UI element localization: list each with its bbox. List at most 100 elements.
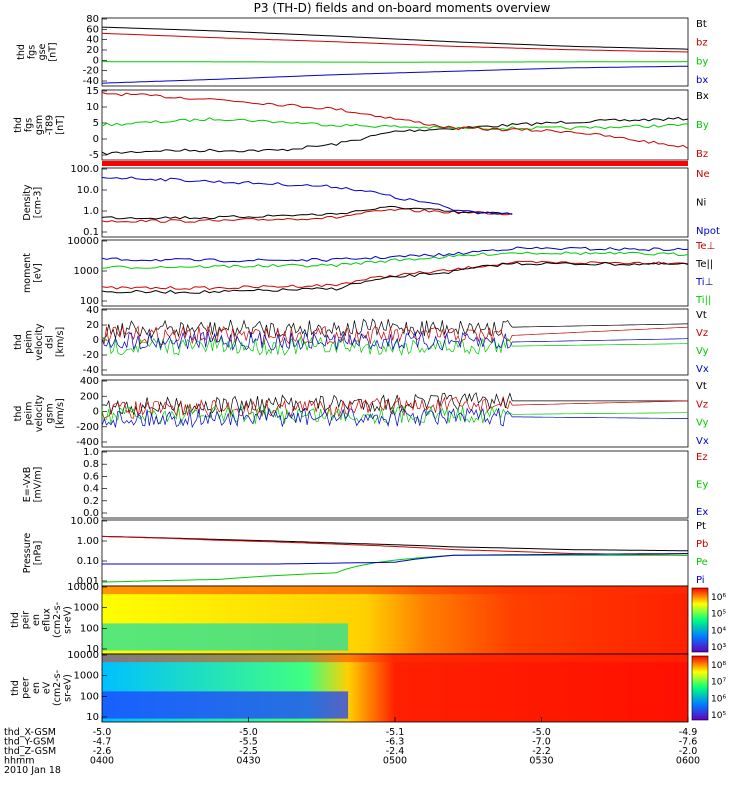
y-tick-label: 10 — [86, 102, 99, 113]
legend-bx: bx — [696, 75, 708, 86]
y-tick-label: 0 — [93, 335, 99, 346]
panel-frame — [101, 308, 689, 376]
legend-Ti⊥: Ti⊥ — [695, 277, 713, 288]
series-line-Vt — [101, 392, 688, 416]
ephemeris-value: -2.2 — [532, 746, 551, 757]
legend-Ez: Ez — [696, 452, 708, 463]
series-line-Vz — [101, 325, 689, 345]
legend-by: by — [696, 56, 708, 67]
y-axis-label: sr-eV) — [63, 606, 74, 634]
y-tick-label: 20 — [86, 45, 99, 56]
ephemeris-row-label: hhmm — [4, 756, 35, 767]
panel-peer: 10⁸ 10⁷ 10⁶ 10⁵ 10000 1000 100 10 thd peer en eV (cm… — [10, 650, 726, 723]
y-tick-label: 60 — [86, 24, 99, 35]
y-tick-label: 100 — [80, 691, 99, 702]
legend-Vz: Vz — [696, 399, 708, 410]
series-line-Vt — [101, 318, 688, 340]
y-axis-label: [nT] — [48, 42, 59, 61]
colorbar-tick-label: 10⁵ — [711, 711, 726, 721]
y-axis-label: thd — [13, 117, 24, 133]
panel-pressure: 10.00 1.00 0.10 0.01 Pressure [nPa] Pt Pb Pe Pi — [22, 516, 708, 587]
y-axis-label: Pressure — [22, 533, 33, 574]
y-tick-label: -40 — [83, 365, 99, 376]
ephemeris-value: 0600 — [676, 756, 700, 767]
ephemeris-value: -2.6 — [93, 746, 112, 757]
y-axis-label: velocity — [34, 323, 45, 361]
series-line-Vy — [101, 405, 688, 426]
y-tick-label: 10000 — [67, 650, 99, 661]
y-axis-label: [nT] — [55, 115, 66, 134]
y-axis-label: peim — [24, 402, 35, 426]
panel-peir: 10⁶ 10⁵ 10⁴ 10³ 10000 1000 100 10 thd peir en eflux… — [10, 582, 726, 655]
y-axis-label: [cm-3] — [33, 187, 44, 218]
y-tick-label: 5 — [93, 118, 99, 129]
ephemeris-value: 0500 — [383, 756, 407, 767]
ephemeris-value: -2.4 — [386, 746, 405, 757]
y-axis-label: gse — [37, 43, 48, 60]
ephemeris-group: thd_X-GSM -5.0 -5.0 -5.1 -5.0 -4.9 thd_Y-GSM -4… — [4, 717, 700, 776]
series-line-bz — [101, 32, 689, 53]
status-bar — [102, 161, 688, 166]
legend-By: By — [696, 120, 709, 131]
y-axis-label: thd — [16, 44, 27, 60]
series-line-Bt — [101, 26, 689, 50]
panel-frame — [101, 167, 689, 238]
y-axis-label: eflux — [42, 608, 53, 632]
y-axis-label: -T89 — [45, 115, 56, 135]
y-axis-label: sr-eV) — [63, 674, 74, 702]
series-line-Pi — [102, 553, 688, 565]
ephemeris-row-label: thd_Z-GSM — [4, 746, 56, 757]
y-tick-label: 0.0 — [83, 508, 99, 519]
legend-Te⊥: Te⊥ — [695, 241, 715, 252]
ephemeris-value: 0400 — [90, 756, 114, 767]
y-tick-label: 0 — [93, 134, 99, 145]
y-tick-label: 10.0 — [77, 185, 99, 196]
y-axis-label: (cm2-s- — [52, 602, 63, 638]
ephemeris-value: -5.0 — [93, 727, 112, 738]
y-tick-label: 200 — [80, 391, 99, 402]
series-line-Ti|| — [101, 251, 689, 270]
y-axis-label: en — [31, 682, 42, 694]
y-axis-label: [km/s] — [55, 398, 66, 428]
y-tick-label: 10000 — [67, 582, 99, 593]
y-tick-label: 0 — [93, 55, 99, 66]
ephemeris-value: -5.5 — [239, 737, 258, 748]
legend-Ex: Ex — [696, 507, 708, 518]
y-tick-label: 1.0 — [83, 206, 99, 217]
y-tick-label: -20 — [83, 350, 99, 361]
legend-Pt: Pt — [696, 521, 706, 532]
legend-Ne: Ne — [696, 169, 710, 180]
panel-frame — [101, 239, 689, 307]
ephemeris-value: -4.7 — [93, 737, 112, 748]
legend-Ey: Ey — [696, 480, 708, 491]
y-tick-label: 100.0 — [70, 164, 99, 175]
y-tick-label: -20 — [83, 66, 99, 77]
legend-Vt: Vt — [696, 381, 707, 392]
legend-Vx: Vx — [696, 364, 709, 375]
ephemeris-value: -5.1 — [386, 727, 405, 738]
y-axis-label: peim — [24, 330, 35, 354]
series-line-Pe — [101, 554, 688, 583]
legend-Vz: Vz — [696, 328, 708, 339]
ephemeris-row-label: thd_X-GSM — [4, 727, 56, 738]
series-line-Ni — [101, 205, 513, 220]
colorbar-tick-label: 10⁶ — [711, 593, 726, 603]
y-tick-label: 400 — [80, 376, 99, 387]
y-tick-label: 0 — [93, 407, 99, 418]
series-line-By — [101, 117, 689, 131]
series-line-Ne — [101, 208, 513, 223]
legend-Pb: Pb — [696, 539, 708, 550]
y-tick-label: 1.0 — [83, 447, 99, 458]
panel-frame — [101, 17, 689, 87]
legend-Bx: Bx — [696, 91, 709, 102]
series-line-Te⊥ — [101, 260, 689, 291]
series-line-Vx — [101, 331, 688, 352]
spectrogram-low-band — [102, 691, 349, 719]
y-tick-label: 10.00 — [70, 516, 99, 527]
y-axis-label: en — [31, 614, 42, 626]
ephemeris-value: -6.3 — [386, 737, 405, 748]
legend-bz: bz — [696, 38, 708, 49]
legend-Vy: Vy — [696, 346, 709, 357]
ephemeris-value: -7.0 — [532, 737, 551, 748]
